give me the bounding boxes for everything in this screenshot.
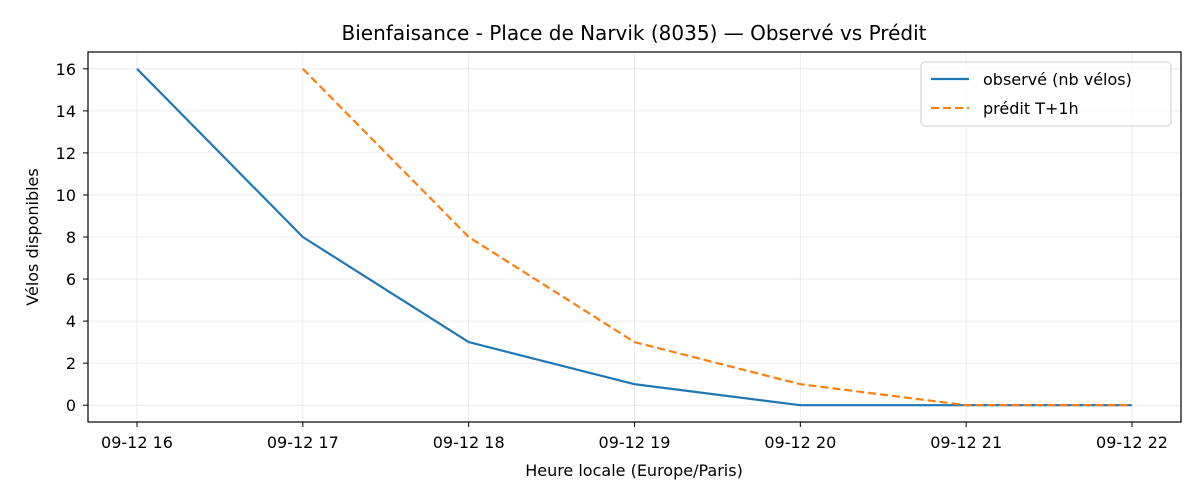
x-tick-label: 09-12 20 <box>764 433 836 452</box>
y-tick-label: 10 <box>56 186 76 205</box>
x-tick-label: 09-12 17 <box>267 433 339 452</box>
series-layer <box>136 68 1132 407</box>
x-axis: 09-12 16 09-12 17 09-12 18 09-12 19 09-12 20… <box>101 422 1168 452</box>
y-axis-label: Vélos disponibles <box>23 168 42 305</box>
y-tick-label: 12 <box>56 144 76 163</box>
chart-title: Bienfaisance - Place de Narvik (8035) — … <box>342 21 927 45</box>
y-tick-label: 14 <box>56 102 76 121</box>
legend-label-observed: observé (nb vélos) <box>983 70 1132 89</box>
x-tick-label: 09-12 21 <box>930 433 1002 452</box>
y-axis: 0 2 4 6 8 10 12 14 16 <box>56 60 88 415</box>
x-tick-label: 09-12 19 <box>599 433 671 452</box>
y-tick-label: 0 <box>66 396 76 415</box>
x-axis-label: Heure locale (Europe/Paris) <box>525 461 743 480</box>
legend: observé (nb vélos) prédit T+1h <box>920 61 1172 127</box>
x-tick-label: 09-12 22 <box>1096 433 1168 452</box>
x-tick-label: 09-12 18 <box>433 433 505 452</box>
y-tick-label: 4 <box>66 312 76 331</box>
legend-box <box>920 61 1172 127</box>
legend-label-predicted: prédit T+1h <box>983 99 1079 118</box>
y-tick-label: 8 <box>66 228 76 247</box>
y-tick-label: 2 <box>66 354 76 373</box>
y-tick-label: 16 <box>56 60 76 79</box>
series-line-predicted <box>302 68 1132 407</box>
x-tick-label: 09-12 16 <box>101 433 173 452</box>
y-tick-label: 6 <box>66 270 76 289</box>
